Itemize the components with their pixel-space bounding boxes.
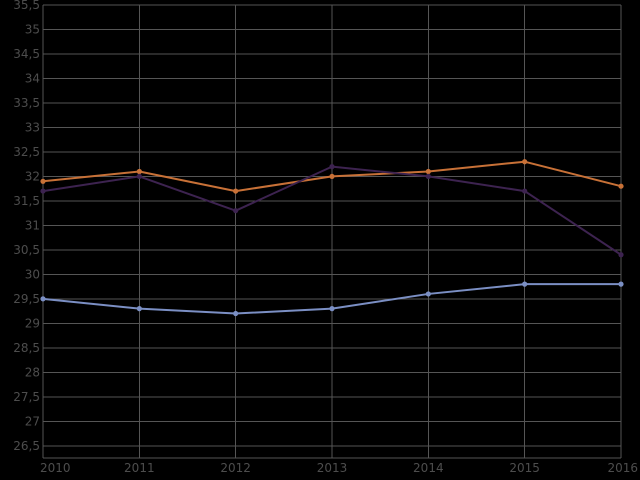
grid <box>42 4 622 459</box>
data-point <box>329 164 335 170</box>
y-tick-label: 31,5 <box>13 194 40 208</box>
data-point <box>329 306 335 312</box>
y-tick-label: 26,5 <box>13 439 40 453</box>
y-tick-label: 31 <box>25 218 40 232</box>
y-tick-label: 32,5 <box>13 145 40 159</box>
x-tick-label: 2016 <box>607 461 638 475</box>
y-tick-label: 33 <box>25 120 40 134</box>
data-point <box>40 188 46 194</box>
data-point <box>40 296 46 302</box>
y-tick-label: 28,5 <box>13 341 40 355</box>
x-tick-label: 2014 <box>413 461 444 475</box>
data-point <box>233 310 239 317</box>
data-point <box>618 183 624 189</box>
y-tick-label: 32 <box>25 169 40 183</box>
x-tick-label: 2010 <box>40 461 71 475</box>
y-axis-tick-labels: 26,5 27 27,5 28 28,5 29 29,5 30 30,5 31 31,5 32 32,5… <box>13 0 40 453</box>
data-point <box>136 173 142 180</box>
data-point <box>522 281 528 287</box>
data-point <box>40 178 46 184</box>
y-tick-label: 34,5 <box>13 47 40 61</box>
x-tick-label: 2012 <box>220 461 251 475</box>
data-point <box>233 208 239 214</box>
series-3 <box>40 281 624 317</box>
data-point <box>136 306 142 312</box>
y-tick-label: 28 <box>25 365 40 379</box>
y-tick-label: 27 <box>25 414 40 428</box>
x-tick-label: 2011 <box>124 461 155 475</box>
data-point <box>425 173 431 180</box>
data-point <box>233 188 239 194</box>
y-tick-label: 30 <box>25 267 40 281</box>
y-tick-label: 35 <box>25 22 40 36</box>
data-point <box>522 188 528 194</box>
data-point <box>136 168 142 175</box>
series-2 <box>40 164 624 258</box>
data-point <box>522 159 528 165</box>
data-point <box>425 168 431 175</box>
data-point <box>329 173 335 180</box>
y-tick-label: 29 <box>25 316 40 330</box>
y-tick-label: 35,5 <box>13 0 40 12</box>
series-1 <box>40 159 624 194</box>
data-point <box>425 291 431 297</box>
data-point <box>618 281 624 287</box>
y-tick-label: 30,5 <box>13 243 40 257</box>
y-tick-label: 27,5 <box>13 390 40 404</box>
x-axis-tick-labels: 2010 2011 2012 2013 2014 2015 2016 <box>40 461 638 475</box>
y-tick-label: 29,5 <box>13 292 40 306</box>
x-tick-label: 2015 <box>509 461 540 475</box>
series-lines <box>40 159 624 317</box>
x-tick-label: 2013 <box>317 461 348 475</box>
data-point <box>618 252 624 258</box>
y-tick-label: 34 <box>25 71 40 85</box>
y-tick-label: 33,5 <box>13 96 40 110</box>
